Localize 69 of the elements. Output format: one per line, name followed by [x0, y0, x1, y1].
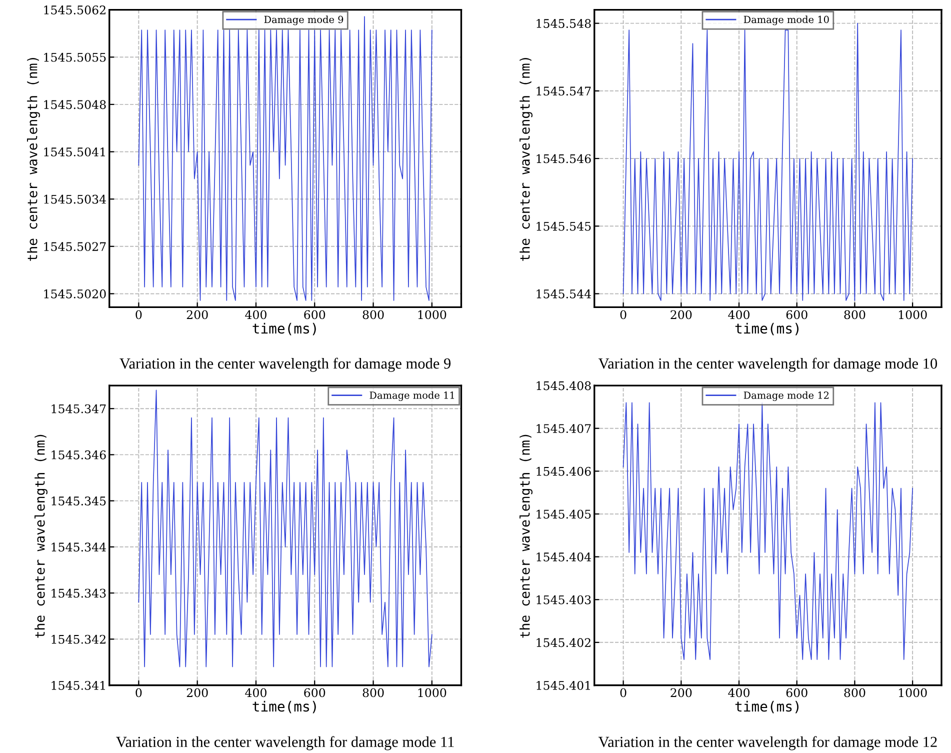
x-tick-label: 200 [670, 688, 692, 698]
y-tick-label: 1545.402 [536, 638, 590, 648]
text: Variation in the center wavelength for damage mode 9 [120, 358, 451, 372]
y-tick-label: 1545.5041 [44, 147, 105, 156]
y-tick-label: 1545.401 [536, 680, 590, 690]
y-tick-label: 1545.544 [536, 289, 592, 298]
x-tick-label: 0 [136, 310, 142, 320]
x-tick-label: 1000 [418, 688, 446, 698]
y-tick-label: 1545.347 [52, 404, 106, 414]
x-tick-label: 600 [304, 310, 326, 320]
y-axis-title: the center wavelength (nm) [520, 434, 532, 638]
text: Variation in the center wavelength for damage mode 12 [598, 736, 937, 750]
x-tick-label: 400 [728, 688, 750, 698]
y-tick-label: 1545.342 [52, 634, 106, 644]
y-tick-label: 1545.346 [52, 450, 106, 460]
x-tick-label: 0 [136, 688, 142, 698]
x-tick-label: 1000 [898, 688, 927, 698]
y-tick-label: 1545.405 [536, 510, 591, 519]
y-tick-label: 1545.5027 [44, 242, 106, 252]
x-tick-label: 0 [620, 310, 626, 320]
y-tick-label: 1545.408 [536, 381, 591, 390]
y-tick-label: 1545.5048 [44, 100, 106, 110]
y-tick-label: 1545.406 [536, 466, 591, 476]
x-axis-title: time(ms) [252, 322, 316, 336]
legend-label: Damage mode 9 [264, 16, 344, 26]
y-tick-label: 1545.343 [52, 588, 106, 598]
y-tick-label: 1545.341 [52, 680, 105, 690]
x-tick-label: 1000 [418, 310, 446, 320]
x-tick-label: 400 [245, 688, 266, 698]
y-tick-label: 1545.5062 [44, 6, 106, 14]
line-series [138, 16, 432, 301]
y-axis-title: the center wavelength (nm) [520, 58, 532, 261]
y-tick-label: 1545.407 [536, 424, 591, 434]
x-tick-label: 800 [844, 310, 866, 320]
y-tick-label: 1545.548 [536, 19, 591, 28]
x-tick-label: 600 [786, 688, 808, 698]
legend-label: Damage mode 10 [744, 16, 829, 26]
y-tick-label: 1545.344 [52, 542, 106, 552]
x-axis-title: time(ms) [252, 700, 316, 714]
x-axis-title: time(ms) [735, 322, 798, 336]
x-tick-label: 200 [186, 310, 208, 320]
x-tick-label: 600 [786, 310, 808, 320]
line-series [622, 402, 913, 660]
x-tick-label: 800 [844, 688, 866, 698]
x-tick-label: 200 [670, 310, 692, 320]
x-tick-label: 800 [362, 688, 384, 698]
y-tick-label: 1545.5020 [44, 289, 106, 298]
text: Variation in the center wavelength for damage mode 10 [598, 358, 938, 372]
x-tick-label: 200 [186, 688, 208, 698]
x-tick-label: 400 [245, 310, 266, 320]
x-tick-label: 0 [620, 688, 626, 698]
y-tick-label: 1545.547 [536, 86, 591, 96]
y-tick-label: 1545.546 [536, 154, 591, 164]
text: Variation in the center wavelength for damage mode 11 [116, 736, 454, 750]
legend-label: Damage mode 11 [370, 391, 454, 401]
y-tick-label: 1545.345 [52, 496, 106, 506]
x-axis-title: time(ms) [735, 700, 798, 714]
x-tick-label: 600 [304, 688, 326, 698]
y-tick-label: 1545.403 [536, 595, 591, 604]
x-tick-label: 1000 [898, 310, 927, 320]
y-tick-label: 1545.5055 [44, 52, 106, 62]
y-tick-label: 1545.545 [536, 222, 591, 231]
x-tick-label: 800 [362, 310, 384, 320]
y-axis-title: the center wavelength (nm) [34, 434, 48, 638]
x-tick-label: 400 [728, 310, 750, 320]
y-tick-label: 1545.5034 [44, 194, 106, 204]
legend-label: Damage mode 12 [744, 391, 829, 401]
y-tick-label: 1545.404 [536, 552, 592, 562]
y-axis-title: the center wavelength (nm) [27, 58, 40, 261]
